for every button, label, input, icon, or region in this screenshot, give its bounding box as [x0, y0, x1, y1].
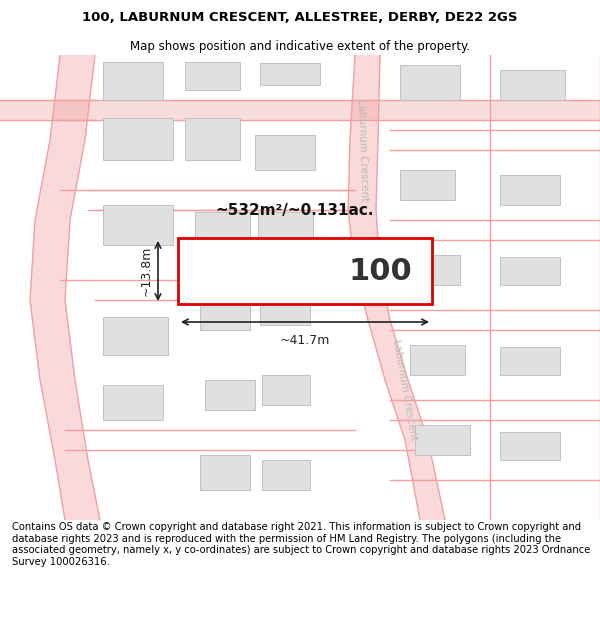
Bar	[500, 432, 560, 460]
Bar	[205, 380, 255, 410]
Bar	[500, 70, 565, 100]
Text: Map shows position and indicative extent of the property.: Map shows position and indicative extent…	[130, 39, 470, 52]
Bar	[500, 347, 560, 375]
Bar	[410, 345, 465, 375]
Bar	[185, 62, 240, 90]
Bar	[103, 118, 173, 160]
Bar	[500, 257, 560, 285]
Bar	[258, 212, 313, 250]
Bar	[103, 205, 173, 245]
Bar	[255, 135, 315, 170]
Bar	[400, 65, 460, 100]
Text: ~532m²/~0.131ac.: ~532m²/~0.131ac.	[216, 202, 374, 217]
Polygon shape	[0, 100, 600, 120]
Bar	[103, 317, 168, 355]
Text: ~41.7m: ~41.7m	[280, 334, 330, 347]
Bar	[185, 252, 240, 292]
Polygon shape	[30, 55, 100, 520]
Text: Laburnum Crescent: Laburnum Crescent	[391, 339, 419, 441]
Bar	[268, 252, 323, 292]
Polygon shape	[178, 238, 432, 304]
Bar	[103, 385, 163, 420]
Bar	[260, 63, 320, 85]
Bar	[200, 295, 250, 330]
Bar	[260, 295, 310, 325]
Bar	[405, 255, 460, 285]
Bar	[400, 170, 455, 200]
Bar	[415, 425, 470, 455]
Text: ~13.8m: ~13.8m	[140, 246, 153, 296]
Polygon shape	[348, 55, 390, 320]
Text: 100: 100	[348, 258, 412, 286]
Text: 100, LABURNUM CRESCENT, ALLESTREE, DERBY, DE22 2GS: 100, LABURNUM CRESCENT, ALLESTREE, DERBY…	[82, 11, 518, 24]
Polygon shape	[368, 320, 445, 520]
Text: Contains OS data © Crown copyright and database right 2021. This information is : Contains OS data © Crown copyright and d…	[12, 522, 590, 567]
Bar	[500, 175, 560, 205]
Text: Laburnum Crescent: Laburnum Crescent	[356, 99, 370, 201]
Bar	[185, 118, 240, 160]
Bar	[200, 455, 250, 490]
Bar	[262, 375, 310, 405]
Bar	[262, 460, 310, 490]
Bar	[195, 212, 250, 250]
Bar	[103, 62, 163, 100]
